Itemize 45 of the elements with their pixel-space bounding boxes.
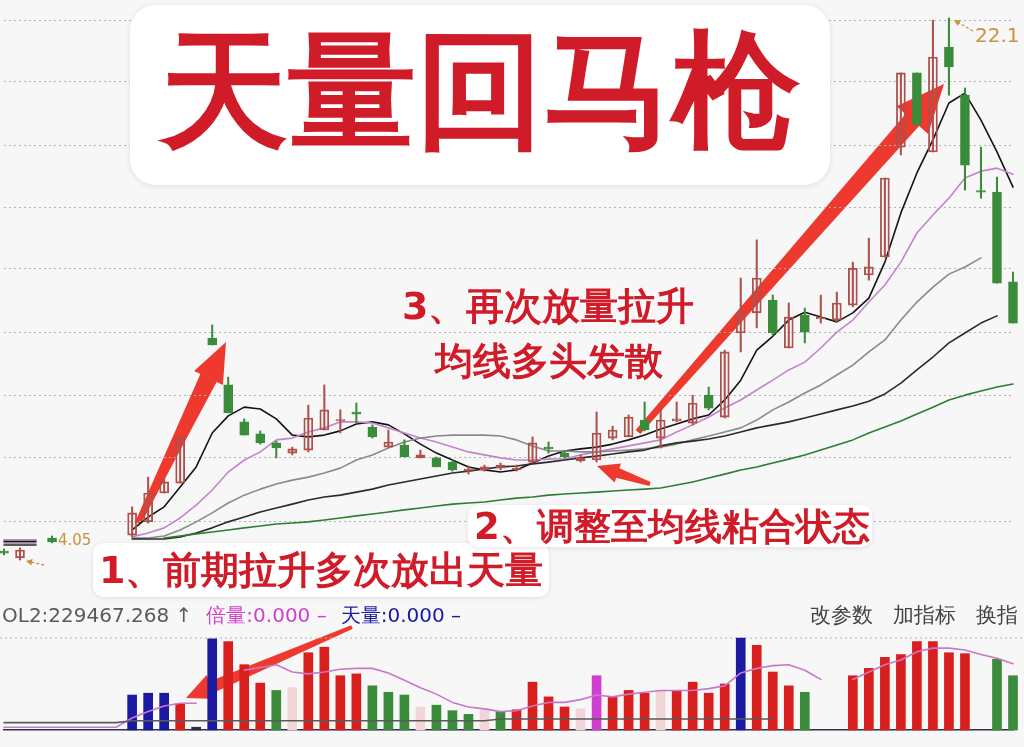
bar [703, 692, 714, 731]
text: 倍量:0.000 – [206, 603, 327, 627]
bar [751, 645, 762, 731]
text: 改参数 [810, 602, 873, 627]
bar [1008, 675, 1018, 731]
bar [207, 638, 218, 731]
bar [735, 637, 746, 731]
candlestick [175, 436, 186, 484]
bar [880, 656, 890, 731]
text: OL2:229467.268 ↑ [2, 603, 193, 627]
candlestick [976, 146, 986, 199]
bar [864, 668, 874, 731]
annotation: 4.05 [58, 531, 92, 549]
bar [159, 692, 169, 731]
bar [783, 685, 794, 731]
bar [287, 687, 298, 731]
annotation: 1、前期拉升多次放出天量 [99, 548, 544, 592]
bar [848, 675, 858, 731]
text: 换指 [976, 602, 1018, 627]
bar [992, 658, 1002, 731]
bar [319, 646, 330, 731]
text: 天量:0.000 – [340, 603, 462, 627]
bar [719, 683, 730, 731]
bar [687, 681, 698, 731]
bar [896, 654, 906, 731]
chart-title: 天量回马枪 [160, 16, 800, 165]
bar [255, 682, 266, 731]
bar [799, 691, 810, 731]
bar [335, 675, 346, 731]
bar [303, 652, 314, 731]
bar [912, 641, 922, 731]
bar [944, 652, 954, 731]
bar [143, 692, 153, 731]
bar [239, 664, 250, 731]
bar [271, 690, 282, 731]
text: 加指标 [893, 602, 956, 627]
bar [928, 641, 938, 731]
annotation: 22.1 [975, 23, 1020, 47]
bar [127, 694, 137, 731]
bar [767, 671, 778, 731]
bar [223, 641, 234, 731]
annotation: 均线多头发散 [435, 339, 663, 383]
annotation: 3、再次放量拉升 [402, 284, 695, 328]
bar [960, 653, 970, 731]
candlestick [880, 177, 890, 258]
